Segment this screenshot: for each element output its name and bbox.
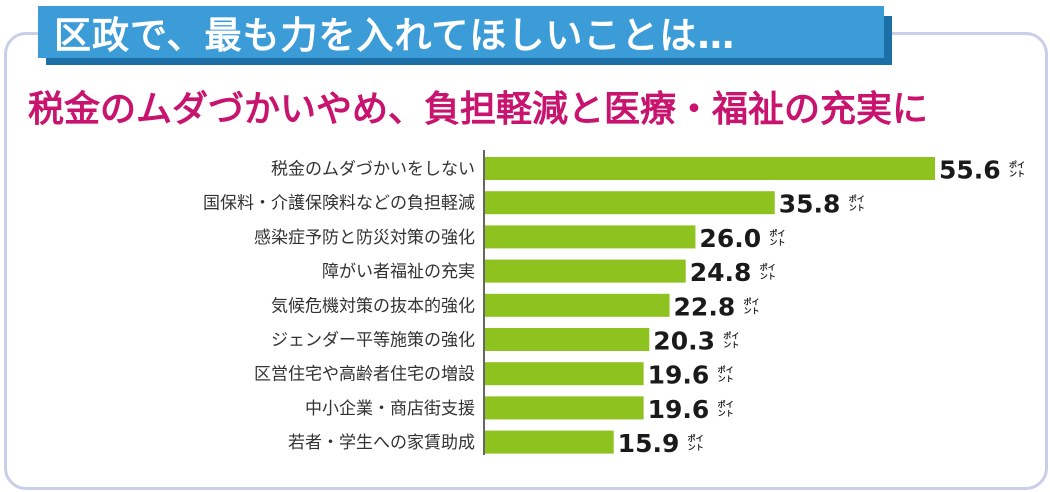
unit-label-bottom: ント xyxy=(723,341,739,350)
value-label: 55.6 xyxy=(939,156,1001,185)
value-label: 24.8 xyxy=(690,258,752,287)
bar xyxy=(485,225,696,249)
bar xyxy=(485,430,614,454)
category-label: ジェンダー平等施策の強化 xyxy=(271,331,475,351)
category-label: 感染症予防と防災対策の強化 xyxy=(254,228,475,248)
category-label: 障がい者福祉の充実 xyxy=(322,262,475,282)
page-subtitle: 税金のムダづかいやめ、負担軽減と医療・福祉の充実に xyxy=(28,89,929,130)
unit-label-bottom: ント xyxy=(760,272,776,281)
value-label: 35.8 xyxy=(779,190,841,219)
unit-label-top: ポイ xyxy=(1009,160,1025,170)
unit-label-top: ポイ xyxy=(769,228,785,238)
category-label: 税金のムダづかいをしない xyxy=(271,160,475,180)
unit-label-top: ポイ xyxy=(849,194,865,204)
bar xyxy=(485,362,644,386)
unit-label-bottom: ント xyxy=(769,238,785,247)
bar xyxy=(485,157,935,180)
unit-label-top: ポイ xyxy=(723,331,739,341)
category-label: 若者・学生への家賃助成 xyxy=(288,433,475,453)
unit-label-top: ポイ xyxy=(718,399,734,409)
unit-label-bottom: ント xyxy=(718,375,734,384)
bar xyxy=(485,396,644,420)
value-label: 15.9 xyxy=(618,429,680,458)
unit-label-bottom: ント xyxy=(849,204,865,213)
value-label: 20.3 xyxy=(653,327,715,356)
bar xyxy=(485,328,650,351)
value-label: 26.0 xyxy=(699,224,761,253)
unit-label-bottom: ント xyxy=(744,306,760,315)
unit-label-top: ポイ xyxy=(744,296,760,306)
unit-label-bottom: ント xyxy=(1009,170,1025,179)
unit-label-bottom: ント xyxy=(688,443,704,452)
value-label: 22.8 xyxy=(674,292,736,321)
category-label: 中小企業・商店街支援 xyxy=(305,399,475,419)
bar xyxy=(485,293,670,317)
title-banner: 区政で、最も力を入れてほしいことは… xyxy=(38,6,884,58)
category-label: 国保料・介護保険料などの負担軽減 xyxy=(203,194,475,214)
unit-label-bottom: ント xyxy=(718,409,734,418)
bar xyxy=(485,191,775,215)
bar xyxy=(485,259,686,283)
category-label: 区営住宅や高齢者住宅の増設 xyxy=(254,365,475,385)
value-label: 19.6 xyxy=(648,395,710,424)
category-label: 気候危機対策の抜本的強化 xyxy=(271,296,475,316)
page-title: 区政で、最も力を入れてほしいことは… xyxy=(54,14,736,57)
value-label: 19.6 xyxy=(648,361,710,390)
unit-label-top: ポイ xyxy=(718,365,734,375)
unit-label-top: ポイ xyxy=(688,433,704,443)
unit-label-top: ポイ xyxy=(760,262,776,272)
